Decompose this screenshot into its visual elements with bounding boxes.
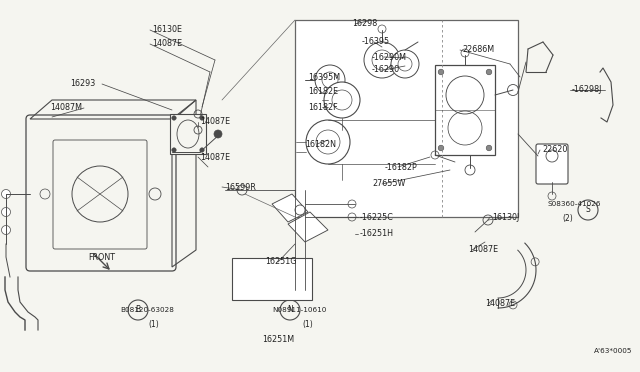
Text: 16130J: 16130J (492, 212, 519, 221)
Text: 14087E: 14087E (200, 118, 230, 126)
Circle shape (1, 189, 10, 199)
Text: N: N (287, 305, 293, 314)
Text: N08911-10610: N08911-10610 (272, 307, 326, 313)
Polygon shape (288, 212, 328, 242)
Circle shape (306, 120, 350, 164)
Text: 22620: 22620 (542, 145, 568, 154)
FancyBboxPatch shape (295, 20, 518, 217)
Circle shape (486, 69, 492, 75)
Text: -16298J: -16298J (572, 86, 602, 94)
Circle shape (200, 116, 204, 120)
Circle shape (295, 205, 305, 215)
Text: (2): (2) (562, 214, 573, 222)
Text: (1): (1) (302, 320, 313, 328)
Text: 27655W: 27655W (372, 180, 405, 189)
Circle shape (324, 82, 360, 118)
Text: S: S (586, 205, 590, 215)
Circle shape (486, 145, 492, 151)
Text: -16290M: -16290M (372, 52, 407, 61)
Text: 22686M: 22686M (462, 45, 494, 55)
Text: A'63*0005: A'63*0005 (593, 348, 632, 354)
Text: -16251H: -16251H (360, 230, 394, 238)
Text: -16225C: -16225C (360, 212, 394, 221)
Text: 16251M: 16251M (262, 336, 294, 344)
Text: S08360-41026: S08360-41026 (548, 201, 602, 207)
Circle shape (172, 148, 176, 152)
Circle shape (214, 130, 222, 138)
Text: 16182N: 16182N (305, 140, 336, 148)
FancyBboxPatch shape (536, 144, 568, 184)
Text: 16182F: 16182F (308, 103, 338, 112)
Text: -16395: -16395 (362, 38, 390, 46)
Text: 14087E: 14087E (485, 299, 515, 308)
Circle shape (200, 148, 204, 152)
Circle shape (391, 50, 419, 78)
Text: 16599R: 16599R (225, 183, 256, 192)
Text: 16298: 16298 (352, 19, 377, 29)
Circle shape (1, 225, 10, 234)
Text: (1): (1) (148, 320, 159, 328)
Text: 14087M: 14087M (50, 103, 82, 112)
Circle shape (438, 145, 444, 151)
Text: 14087E: 14087E (200, 153, 230, 161)
Circle shape (315, 65, 345, 95)
Text: -16182P: -16182P (385, 163, 418, 171)
Circle shape (172, 116, 176, 120)
Text: 16293: 16293 (70, 80, 95, 89)
Text: 14087E: 14087E (152, 39, 182, 48)
Text: FRONT: FRONT (88, 253, 115, 262)
Text: B08120-63028: B08120-63028 (120, 307, 174, 313)
FancyBboxPatch shape (232, 258, 312, 300)
Text: 16251G: 16251G (265, 257, 296, 266)
Text: 16182E: 16182E (308, 87, 338, 96)
Text: 16130E: 16130E (152, 26, 182, 35)
Polygon shape (272, 194, 308, 222)
Circle shape (438, 69, 444, 75)
Circle shape (364, 42, 400, 78)
Text: -16290: -16290 (372, 65, 400, 74)
FancyBboxPatch shape (435, 65, 495, 155)
Circle shape (1, 208, 10, 217)
Text: 14087E: 14087E (468, 246, 498, 254)
FancyBboxPatch shape (170, 114, 206, 154)
Text: B: B (136, 305, 141, 314)
Text: 16395M: 16395M (308, 73, 340, 81)
